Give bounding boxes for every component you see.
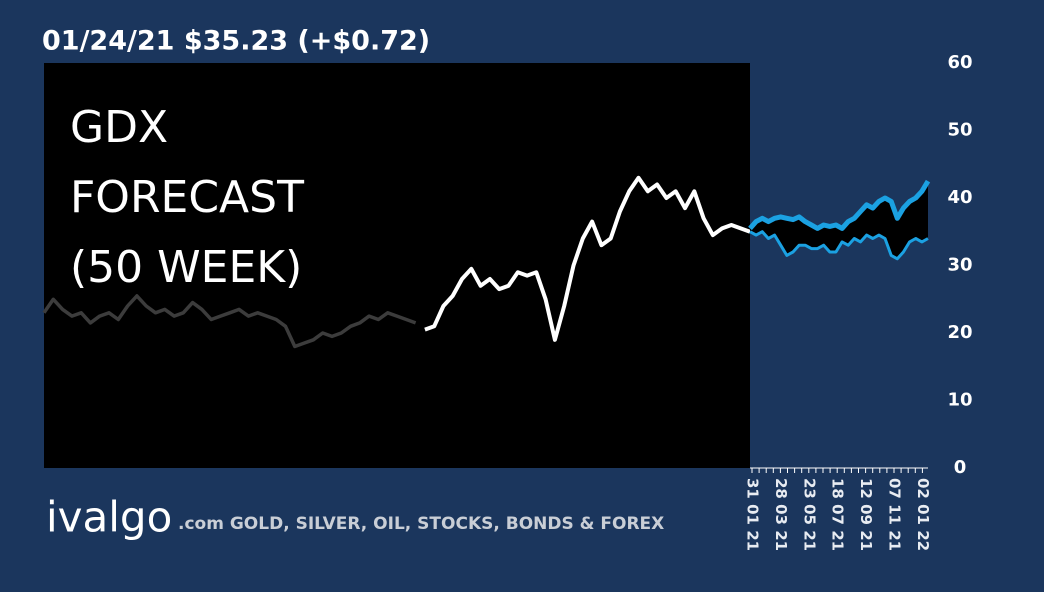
x-tick-label: 02 01 22 — [914, 478, 932, 551]
x-tick-label: 23 05 21 — [800, 478, 818, 551]
plot-area — [44, 63, 750, 468]
x-tick-label: 31 01 21 — [744, 478, 762, 551]
x-tick-label: 12 09 21 — [857, 478, 875, 551]
chart-title: 01/24/21 $35.23 (+$0.72) — [42, 26, 430, 57]
history-line — [42, 294, 417, 349]
headline: FORECAST — [70, 172, 304, 223]
y-tick-label: 60 — [947, 52, 972, 73]
x-tick-label: 07 11 21 — [886, 478, 904, 551]
y-tick-label: 10 — [947, 390, 972, 411]
headline: GDX — [70, 102, 168, 153]
x-tick-label: 28 03 21 — [772, 478, 790, 551]
y-tick-label: 50 — [947, 120, 972, 141]
y-tick-label: 0 — [954, 457, 967, 478]
y-tick-label: 40 — [947, 187, 972, 208]
x-tick-label: 18 07 21 — [829, 478, 847, 551]
history-line — [424, 175, 751, 342]
forecast-line — [749, 230, 929, 261]
forecast-line — [748, 179, 931, 231]
headline: (50 WEEK) — [70, 242, 302, 293]
tagline: .com GOLD, SILVER, OIL, STOCKS, BONDS & … — [178, 514, 664, 534]
y-tick-label: 20 — [947, 322, 972, 343]
brand: ivalgo — [46, 493, 172, 542]
y-tick-label: 30 — [947, 255, 972, 276]
